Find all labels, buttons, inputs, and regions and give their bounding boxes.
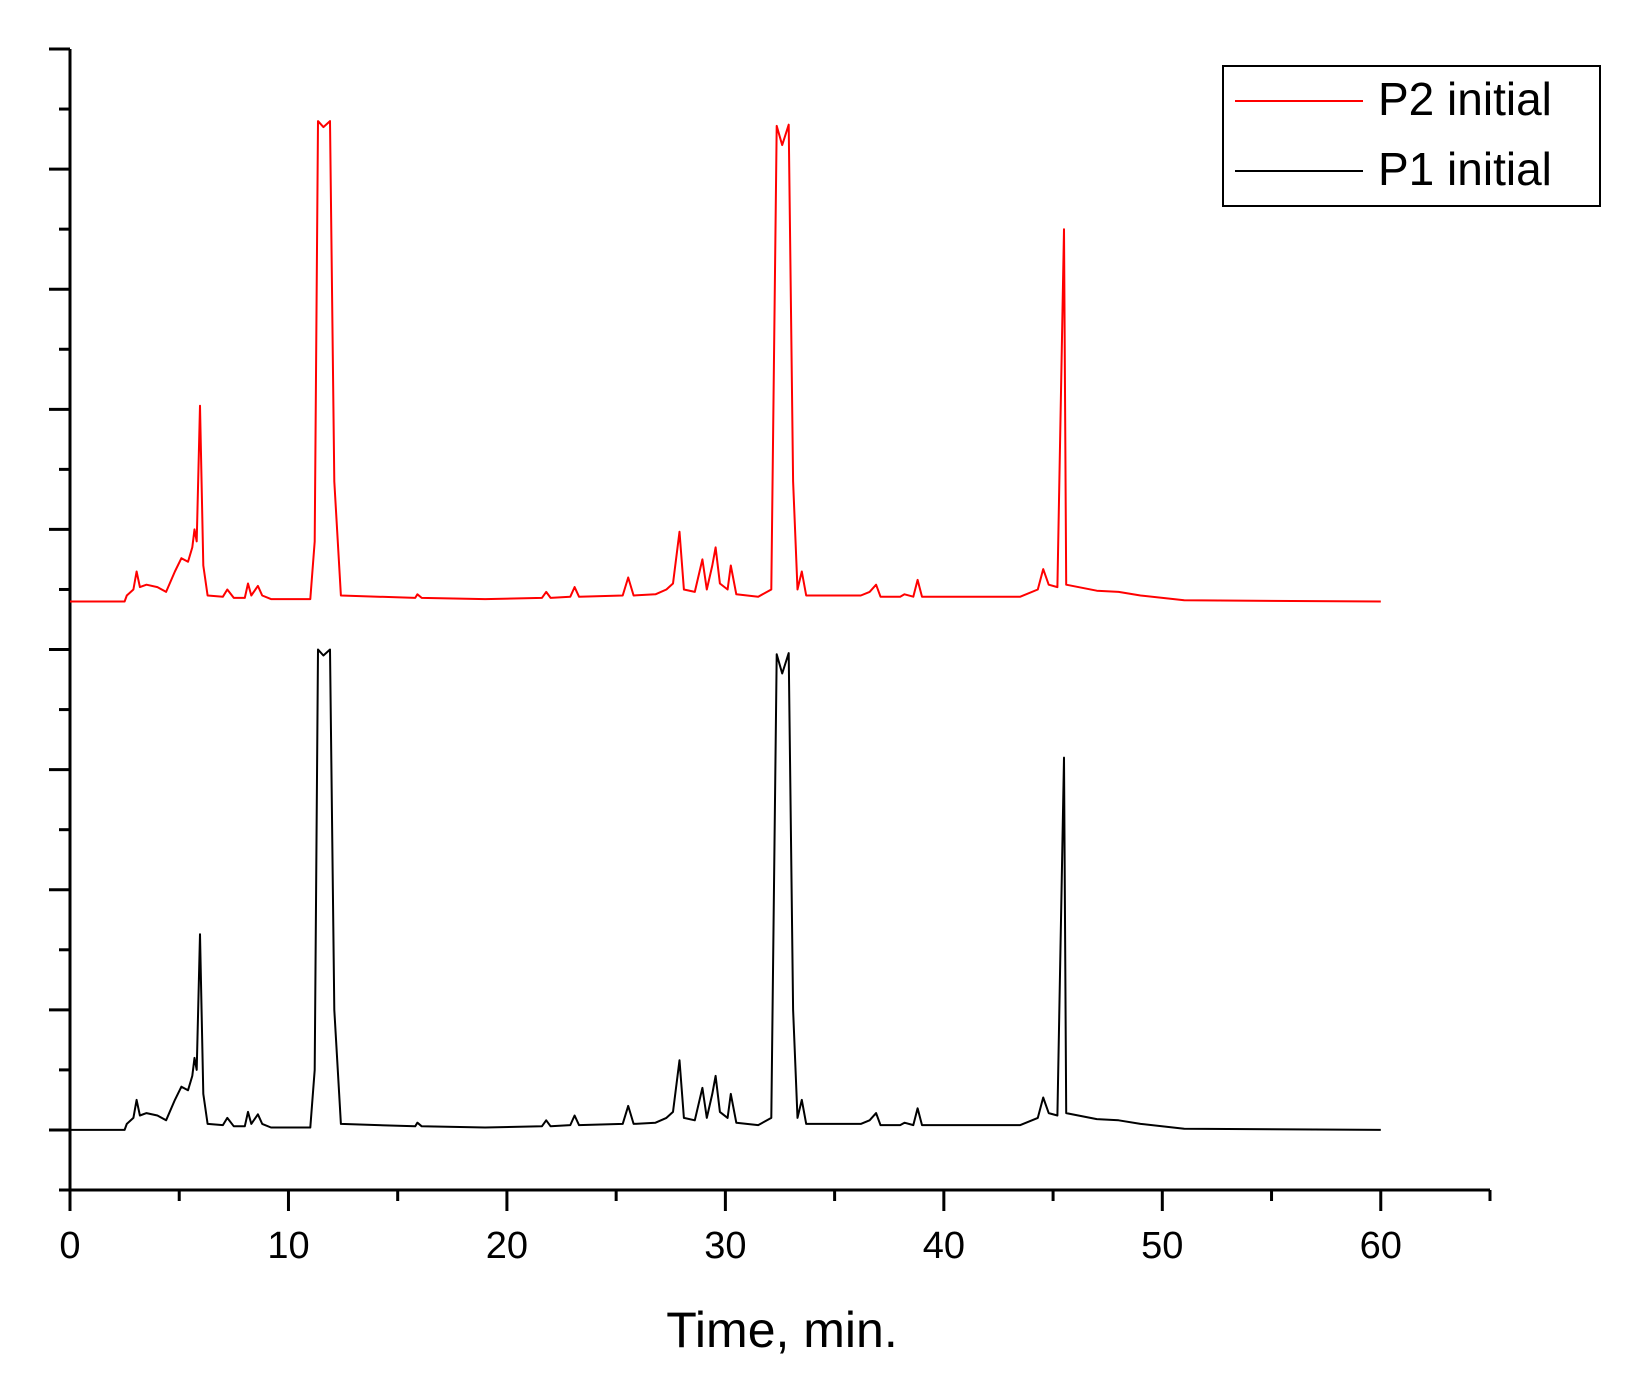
x-tick-label: 10 xyxy=(267,1225,309,1267)
x-tick-label: 50 xyxy=(1141,1225,1183,1267)
legend-label: P1 initial xyxy=(1378,143,1552,195)
x-tick-label: 40 xyxy=(923,1225,965,1267)
x-tick-label: 60 xyxy=(1360,1225,1402,1267)
series-line xyxy=(70,648,1381,1131)
legend-box xyxy=(1222,65,1601,207)
x-tick-label: 30 xyxy=(704,1225,746,1267)
legend-label: P2 initial xyxy=(1378,73,1552,125)
x-tick-label: 0 xyxy=(59,1225,80,1267)
x-axis-label: Time, min. xyxy=(666,1302,898,1358)
x-tick-label: 20 xyxy=(486,1225,528,1267)
series-line xyxy=(70,120,1381,603)
